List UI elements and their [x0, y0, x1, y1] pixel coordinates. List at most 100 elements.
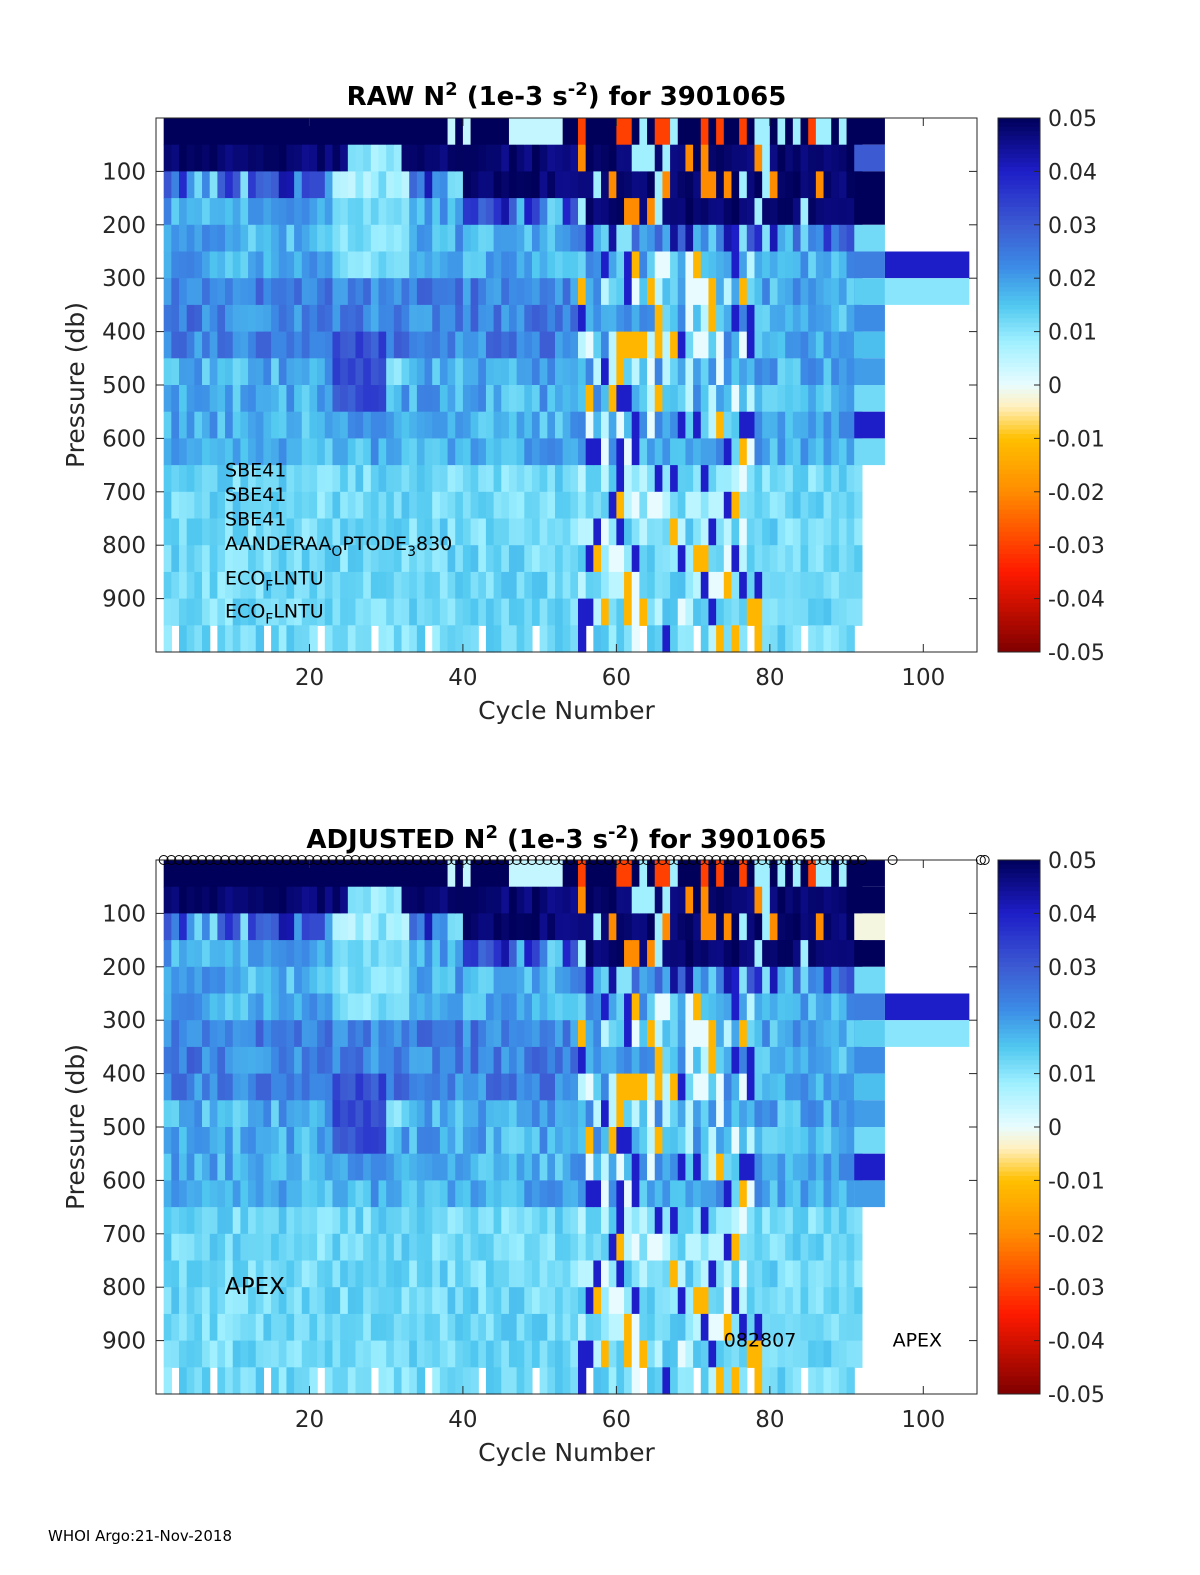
- y-axis-label: Pressure (db): [61, 1044, 90, 1210]
- heatmap-cell: [409, 331, 418, 359]
- heatmap-cell: [547, 331, 556, 359]
- heatmap-cell: [846, 385, 855, 413]
- heatmap-cell: [608, 571, 617, 600]
- heatmap-cell: [524, 251, 533, 279]
- heatmap-cell: [700, 144, 710, 172]
- heatmap-cell: [639, 198, 648, 226]
- heatmap-cell: [516, 860, 525, 888]
- heatmap-cell: [570, 1233, 579, 1262]
- heatmap-cell: [347, 1233, 357, 1262]
- heatmap-cell: [393, 358, 403, 386]
- heatmap-cell: [248, 144, 257, 172]
- heatmap-cell: [693, 1153, 702, 1181]
- heatmap-cell: [831, 1233, 840, 1262]
- colorbar-segment: [998, 171, 1040, 177]
- heatmap-cell: [263, 491, 272, 520]
- heatmap-cell: [294, 1127, 303, 1155]
- heatmap-cell: [838, 1367, 848, 1395]
- heatmap-cell: [700, 1073, 710, 1101]
- heatmap-cell: [593, 886, 602, 914]
- heatmap-cell: [608, 860, 617, 888]
- heatmap-cell: [179, 1020, 188, 1048]
- heatmap-cell: [693, 304, 702, 333]
- heatmap-cell: [432, 278, 441, 306]
- heatmap-cell: [386, 1340, 395, 1368]
- heatmap-cell: [654, 118, 664, 146]
- heatmap-cell: [608, 118, 617, 146]
- heatmap-cell: [731, 1207, 740, 1235]
- heatmap-cell: [278, 331, 288, 359]
- heatmap-cell: [386, 1207, 395, 1235]
- qc-marker: [519, 855, 530, 865]
- heatmap-cell: [531, 171, 541, 199]
- heatmap-cell: [462, 1287, 472, 1315]
- heatmap-cell: [524, 913, 533, 941]
- colorbar-segment: [998, 900, 1040, 905]
- heatmap-cell: [846, 940, 855, 968]
- heatmap-cell: [401, 1046, 410, 1075]
- heatmap-cell: [278, 491, 288, 520]
- heatmap-cell: [831, 144, 840, 172]
- heatmap-cell: [271, 860, 280, 888]
- heatmap-cell: [593, 465, 602, 493]
- colorbar-segment: [998, 1029, 1040, 1035]
- heatmap-cell: [462, 1127, 472, 1155]
- colorbar-segment: [998, 398, 1040, 404]
- heatmap-cell: [846, 331, 855, 359]
- heatmap-cell: [240, 545, 249, 573]
- heatmap-cell: [317, 411, 326, 439]
- heatmap-cell: [815, 598, 825, 626]
- heatmap-cell: [286, 1127, 295, 1155]
- heatmap-cell: [524, 118, 533, 146]
- colorbar-segment: [998, 1033, 1040, 1039]
- heatmap-cell: [831, 545, 840, 573]
- heatmap-cell: [416, 1340, 426, 1368]
- heatmap-cell: [194, 1073, 203, 1101]
- heatmap-cell: [179, 224, 188, 253]
- heatmap-cell: [370, 1127, 380, 1155]
- heatmap-cell: [179, 438, 188, 466]
- heatmap-cell: [800, 860, 809, 888]
- heatmap-cell: [601, 571, 610, 600]
- heatmap-cell: [838, 251, 848, 279]
- heatmap-cell: [677, 571, 687, 600]
- heatmap-cell: [624, 993, 633, 1021]
- heatmap-cell: [309, 278, 318, 306]
- heatmap-cell: [654, 860, 664, 888]
- qc-marker: [166, 855, 177, 865]
- heatmap-cell: [263, 886, 272, 914]
- heatmap-cell: [255, 860, 265, 888]
- heatmap-cell: [539, 278, 548, 306]
- heatmap-cell: [409, 1287, 418, 1315]
- heatmap-cell: [286, 1020, 295, 1048]
- heatmap-cell: [409, 1233, 418, 1262]
- heatmap-cell: [570, 438, 579, 466]
- heatmap-cell: [808, 913, 817, 941]
- heatmap-cell: [516, 198, 525, 226]
- heatmap-cell: [554, 1073, 564, 1101]
- heatmap-cell: [723, 571, 733, 600]
- heatmap-cell: [831, 385, 840, 413]
- heatmap-cell: [225, 331, 234, 359]
- heatmap-cell: [769, 518, 779, 546]
- heatmap-cell: [485, 144, 495, 172]
- heatmap-cell: [386, 251, 395, 279]
- heatmap-cell: [593, 358, 602, 386]
- heatmap-cell: [547, 278, 556, 306]
- heatmap-cell: [271, 118, 280, 146]
- heatmap-cell: [202, 518, 211, 546]
- heatmap-cell: [370, 438, 380, 466]
- heatmap-cell: [286, 571, 295, 600]
- heatmap-cell: [439, 278, 449, 306]
- heatmap-cell: [608, 598, 617, 626]
- heatmap-cell: [654, 171, 664, 199]
- heatmap-cells: [163, 118, 970, 653]
- heatmap-cell: [762, 993, 771, 1021]
- colorbar-segment: [998, 576, 1040, 582]
- colorbar-segment: [998, 278, 1040, 284]
- heatmap-cell: [585, 385, 594, 413]
- heatmap-cell: [562, 1260, 571, 1288]
- heatmap-cell: [792, 1180, 802, 1208]
- heatmap-cell: [578, 1046, 587, 1075]
- heatmap-cell: [700, 304, 710, 333]
